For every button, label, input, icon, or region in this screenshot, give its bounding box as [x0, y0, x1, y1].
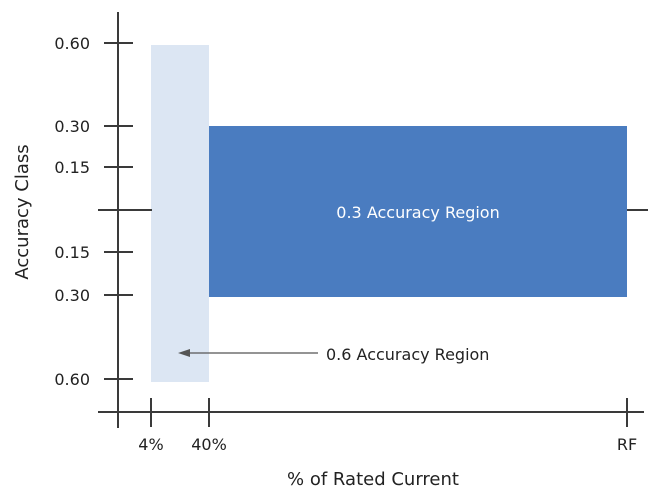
y-tick-label-upper-2: 0.15	[54, 158, 90, 177]
y-axis-title: Accuracy Class	[12, 144, 33, 279]
region-0.6-accuracy	[151, 45, 209, 382]
x-tick-label-0: 4%	[138, 435, 163, 454]
y-ticks: 0.60 0.30 0.15 0.15 0.30 0.60	[54, 34, 133, 389]
x-ticks: 4% 40% RF	[138, 398, 637, 454]
region-0.3-label: 0.3 Accuracy Region	[336, 203, 499, 222]
y-tick-label-upper-0: 0.60	[54, 34, 90, 53]
y-tick-label-upper-1: 0.30	[54, 117, 90, 136]
arrow-head-icon	[178, 349, 190, 357]
region-0.3-accuracy	[209, 126, 627, 297]
x-tick-label-2: RF	[617, 435, 637, 454]
y-tick-label-lower-1: 0.30	[54, 286, 90, 305]
region-0.6-label: 0.6 Accuracy Region	[326, 345, 489, 364]
x-axis-title: % of Rated Current	[287, 469, 459, 490]
x-tick-label-1: 40%	[191, 435, 227, 454]
y-tick-label-lower-0: 0.15	[54, 243, 90, 262]
y-tick-label-lower-2: 0.60	[54, 370, 90, 389]
